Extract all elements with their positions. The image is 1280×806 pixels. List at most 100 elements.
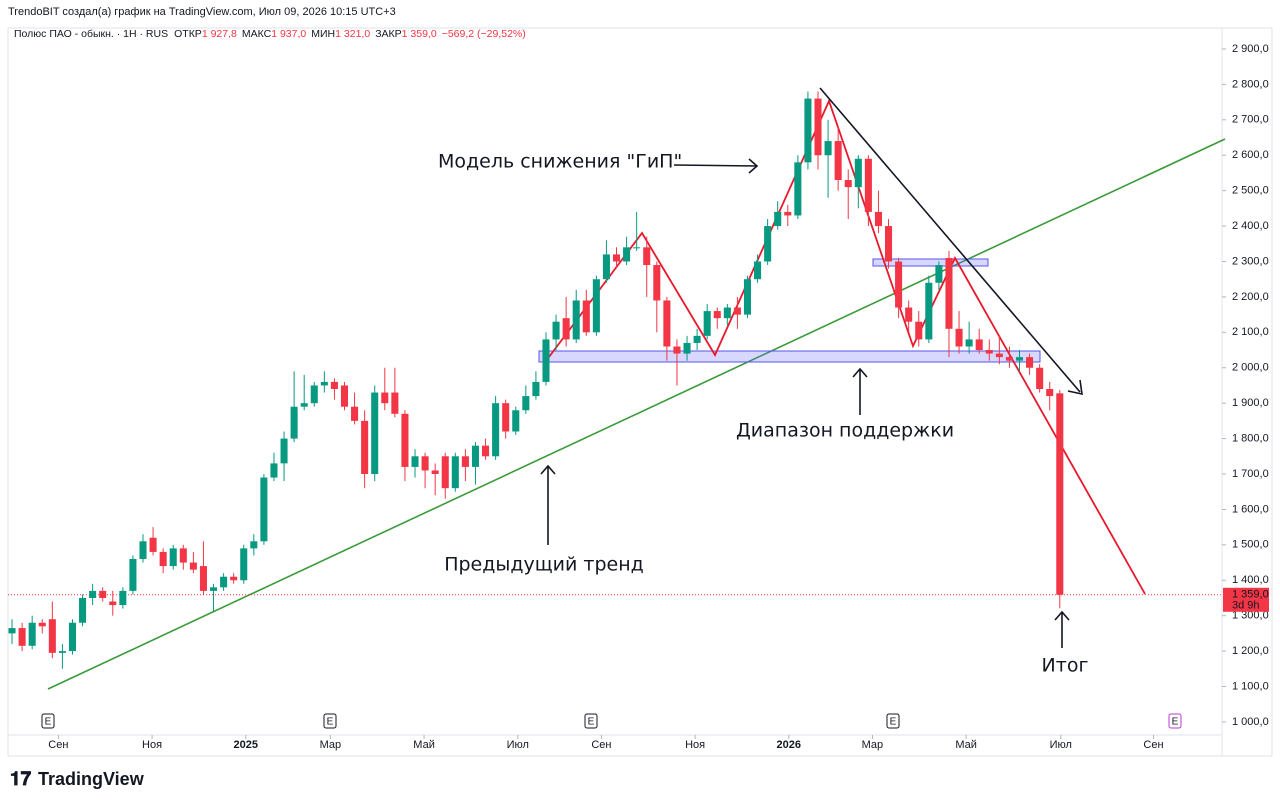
candle-body	[99, 590, 107, 598]
event-marker	[41, 713, 55, 729]
candle-body	[1056, 393, 1064, 595]
candle-body	[824, 141, 832, 156]
candle-body	[320, 381, 328, 386]
candle-body	[804, 98, 812, 163]
ohlc-label: МИН	[311, 28, 335, 40]
candle-body	[723, 307, 731, 319]
candle-body	[48, 619, 56, 653]
candle-body	[109, 601, 117, 606]
ohlc-value: 1 937,0	[271, 28, 306, 40]
candle-body	[300, 403, 308, 407]
candle-body	[864, 158, 872, 212]
candle-body	[733, 307, 741, 315]
candle-body	[915, 321, 923, 340]
candle-body	[199, 566, 207, 591]
candle-body	[905, 307, 913, 322]
x-tick-label: Май	[955, 739, 977, 751]
y-tick-label: 1 500,0	[1232, 539, 1269, 551]
candle-body	[995, 353, 1003, 358]
candle-body	[612, 254, 621, 262]
result-label: Итог	[1042, 655, 1089, 677]
candle-body	[340, 385, 349, 407]
candle-body	[512, 410, 520, 432]
arrow	[673, 164, 758, 167]
candle-body	[451, 456, 459, 489]
candle-body	[854, 158, 862, 188]
event-marker	[1168, 713, 1182, 729]
candle-body	[925, 282, 933, 340]
event-label: E	[890, 717, 897, 728]
x-tick-label: 2026	[777, 739, 801, 751]
candle-body	[119, 590, 127, 606]
ohlc-value: 1 359,0	[402, 28, 437, 40]
arrow-head	[1054, 610, 1070, 621]
y-tick-label: 2 600,0	[1232, 149, 1269, 161]
candle-body	[351, 406, 359, 421]
candle-body	[391, 392, 399, 414]
ohlc-label: ОТКР	[174, 28, 202, 40]
candle-body	[411, 456, 419, 467]
candle-body	[441, 456, 449, 489]
candle-body	[784, 211, 792, 216]
legend-line: Полюс ПАО - обыкн. · 1H · RUS ОТКР1 927,8…	[14, 28, 526, 40]
candle-body	[572, 300, 580, 340]
event-label: E	[327, 717, 334, 728]
support-zone	[538, 350, 1041, 363]
candle-body	[985, 350, 993, 354]
x-tick-label: Июл	[1050, 739, 1072, 751]
arrow-head	[852, 367, 868, 378]
arrow-head	[1067, 379, 1083, 396]
candle-body	[653, 265, 661, 301]
y-tick-label: 1 100,0	[1232, 680, 1269, 692]
candle-body	[975, 339, 983, 351]
logo-mark: 𝟏𝟕	[10, 769, 32, 790]
candle-body	[68, 622, 77, 652]
candle-body	[79, 597, 87, 623]
drawings	[47, 87, 1226, 690]
symbol: Полюс ПАО - обыкн. · 1H · RUS	[14, 28, 168, 40]
candle-body	[502, 403, 510, 432]
x-tick-label: Сен	[591, 739, 611, 751]
ohlc-value: 1 321,0	[335, 28, 370, 40]
candle-body	[945, 257, 953, 329]
candle-body	[371, 392, 379, 475]
candle-body	[1046, 389, 1054, 397]
candle-body	[794, 162, 802, 216]
candle-body	[542, 339, 550, 382]
resistance-zone	[872, 258, 989, 267]
pattern-label: Модель снижения "ГиП"	[438, 151, 682, 173]
candle-body	[28, 622, 36, 646]
arrow-head	[540, 464, 556, 475]
candle-body	[713, 311, 721, 319]
candle-body	[38, 622, 46, 627]
candle-body	[693, 335, 701, 343]
candle-body	[623, 247, 631, 262]
candle-body	[673, 346, 681, 354]
candle-body	[230, 576, 238, 581]
candle-body	[1036, 367, 1044, 389]
candle-body	[310, 385, 318, 404]
credit: TrendoBIT создал(а) график на TradingVie…	[8, 6, 396, 18]
candle-body	[209, 587, 218, 591]
candle-body	[220, 576, 228, 588]
candle-body	[814, 98, 822, 156]
candle-body	[592, 279, 600, 333]
candle-body	[159, 551, 167, 567]
candle-body	[421, 456, 429, 471]
candle-body	[562, 318, 570, 340]
x-tick-label: Сен	[1143, 739, 1163, 751]
x-tick-label: Мар	[862, 739, 884, 751]
ohlc-label: МАКС	[242, 28, 272, 40]
candle-body	[743, 279, 752, 315]
y-tick-label: 1 800,0	[1232, 432, 1269, 444]
arrow-head	[748, 158, 759, 174]
candle-body	[240, 548, 248, 581]
last-price-tag	[1223, 587, 1269, 612]
candle-body	[401, 413, 409, 467]
candle-body	[89, 590, 97, 598]
candle-body	[522, 396, 530, 411]
candle-body	[582, 300, 590, 333]
pattern-line	[548, 98, 1146, 595]
candle-body	[471, 445, 479, 467]
x-tick-label: Июл	[507, 739, 529, 751]
